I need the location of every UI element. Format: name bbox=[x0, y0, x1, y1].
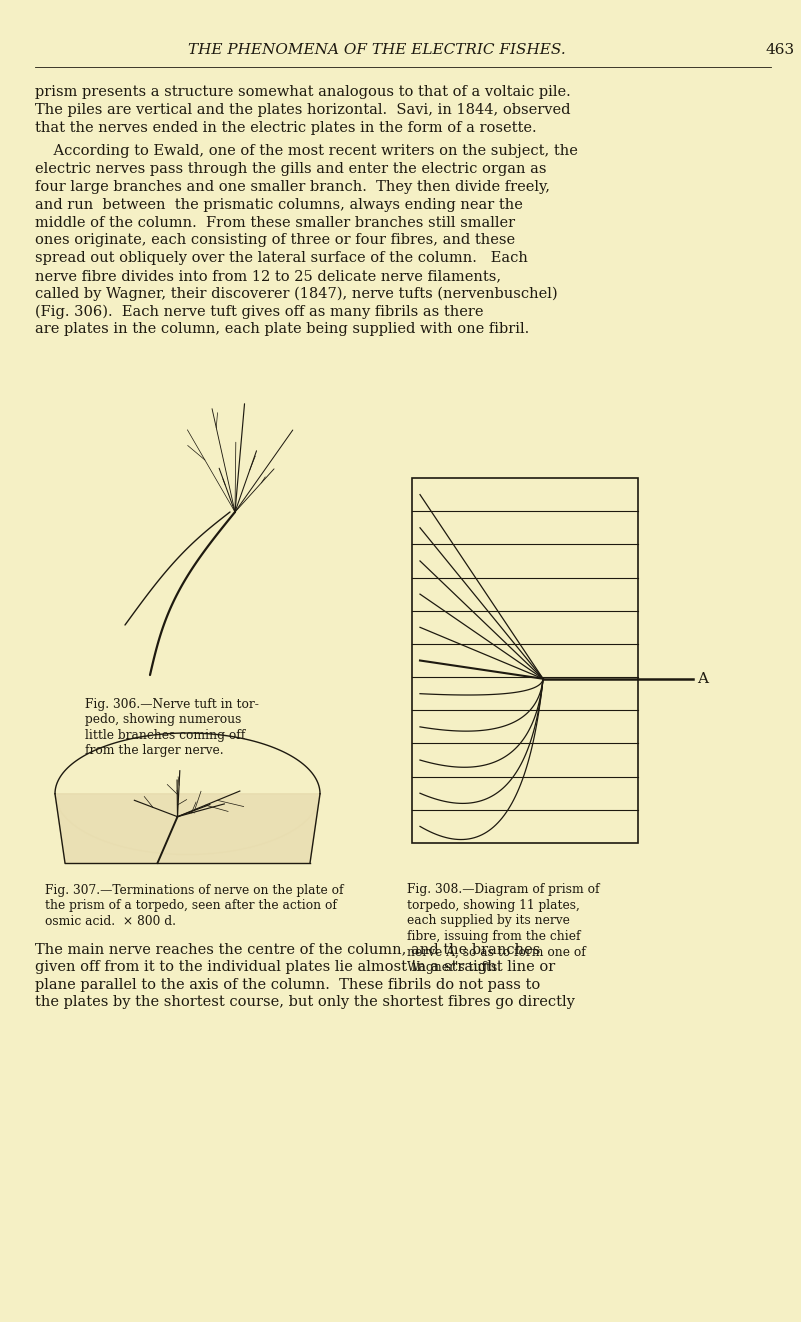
Text: middle of the column.  From these smaller branches still smaller: middle of the column. From these smaller… bbox=[35, 215, 515, 230]
Text: osmic acid.  × 800 d.: osmic acid. × 800 d. bbox=[45, 915, 176, 928]
Text: fibre, issuing from the chief: fibre, issuing from the chief bbox=[407, 929, 581, 943]
Bar bbox=[412, 479, 638, 843]
Text: ones originate, each consisting of three or four fibres, and these: ones originate, each consisting of three… bbox=[35, 234, 515, 247]
Text: nerve fibre divides into from 12 to 25 delicate nerve filaments,: nerve fibre divides into from 12 to 25 d… bbox=[35, 268, 501, 283]
Text: (Fig. 306).  Each nerve tuft gives off as many fibrils as there: (Fig. 306). Each nerve tuft gives off as… bbox=[35, 304, 484, 319]
Text: According to Ewald, one of the most recent writers on the subject, the: According to Ewald, one of the most rece… bbox=[35, 144, 578, 159]
Text: pedo, showing numerous: pedo, showing numerous bbox=[85, 714, 241, 727]
Text: Fig. 308.—Diagram of prism of: Fig. 308.—Diagram of prism of bbox=[407, 883, 599, 896]
Text: little branches coming off: little branches coming off bbox=[85, 728, 245, 742]
Text: that the nerves ended in the electric plates in the form of a rosette.: that the nerves ended in the electric pl… bbox=[35, 120, 537, 135]
Polygon shape bbox=[55, 793, 320, 863]
Text: A: A bbox=[697, 672, 708, 686]
Text: each supplied by its nerve: each supplied by its nerve bbox=[407, 915, 570, 927]
Text: called by Wagner, their discoverer (1847), nerve tufts (nervenbuschel): called by Wagner, their discoverer (1847… bbox=[35, 287, 557, 301]
Text: nerve A, so as to form one of: nerve A, so as to form one of bbox=[407, 945, 586, 958]
Text: given off from it to the individual plates lie almost in a straight line or: given off from it to the individual plat… bbox=[35, 960, 555, 974]
Text: spread out obliquely over the lateral surface of the column.   Each: spread out obliquely over the lateral su… bbox=[35, 251, 528, 266]
Text: prism presents a structure somewhat analogous to that of a voltaic pile.: prism presents a structure somewhat anal… bbox=[35, 85, 571, 99]
Text: Fig. 307.—Terminations of nerve on the plate of: Fig. 307.—Terminations of nerve on the p… bbox=[45, 884, 344, 898]
Text: Wagner's tufts.: Wagner's tufts. bbox=[407, 961, 501, 974]
Text: plane parallel to the axis of the column.  These fibrils do not pass to: plane parallel to the axis of the column… bbox=[35, 977, 540, 992]
Text: electric nerves pass through the gills and enter the electric organ as: electric nerves pass through the gills a… bbox=[35, 163, 546, 176]
Text: The main nerve reaches the centre of the column, and the branches: The main nerve reaches the centre of the… bbox=[35, 943, 541, 956]
Text: four large branches and one smaller branch.  They then divide freely,: four large branches and one smaller bran… bbox=[35, 180, 550, 194]
Text: the prism of a torpedo, seen after the action of: the prism of a torpedo, seen after the a… bbox=[45, 899, 337, 912]
Text: are plates in the column, each plate being supplied with one fibril.: are plates in the column, each plate bei… bbox=[35, 323, 529, 336]
Text: torpedo, showing 11 plates,: torpedo, showing 11 plates, bbox=[407, 899, 580, 912]
Text: and run  between  the prismatic columns, always ending near the: and run between the prismatic columns, a… bbox=[35, 198, 523, 212]
Text: THE PHENOMENA OF THE ELECTRIC FISHES.: THE PHENOMENA OF THE ELECTRIC FISHES. bbox=[187, 44, 566, 57]
Text: the plates by the shortest course, but only the shortest fibres go directly: the plates by the shortest course, but o… bbox=[35, 995, 575, 1010]
Text: from the larger nerve.: from the larger nerve. bbox=[85, 744, 223, 758]
Text: The piles are vertical and the plates horizontal.  Savi, in 1844, observed: The piles are vertical and the plates ho… bbox=[35, 103, 570, 116]
Text: Fig. 306.—Nerve tuft in tor-: Fig. 306.—Nerve tuft in tor- bbox=[85, 698, 259, 711]
Text: 463: 463 bbox=[766, 44, 795, 57]
